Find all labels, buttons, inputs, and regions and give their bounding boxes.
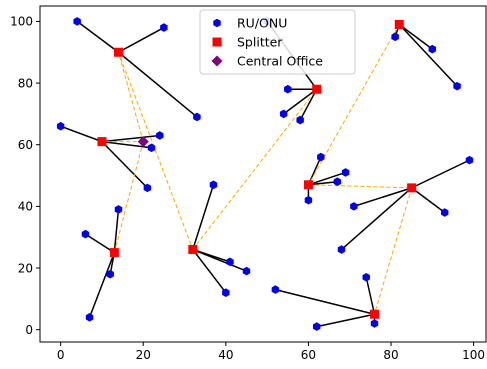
x-tick-label: 100: [462, 348, 485, 362]
onu-point: [106, 269, 114, 279]
feeder-line: [117, 52, 194, 250]
splitter-point: [113, 47, 123, 57]
drop-line: [113, 209, 120, 253]
legend-label: Central Office: [237, 54, 323, 69]
legend: RU/ONU Splitter Central Office: [199, 9, 356, 75]
drop-line: [101, 134, 160, 143]
axes-frame: [39, 5, 487, 343]
drop-line: [76, 20, 119, 53]
drop-line: [398, 23, 433, 50]
onu-point: [453, 81, 461, 91]
onu-point: [271, 285, 280, 294]
splitter-point: [97, 137, 107, 147]
splitter-point: [394, 19, 404, 29]
drop-line: [117, 51, 198, 118]
drop-line: [411, 159, 470, 189]
drop-line: [192, 249, 227, 294]
splitter-point: [188, 245, 198, 255]
onu-point: [156, 131, 164, 140]
y-tick-label: 40: [18, 200, 33, 214]
drop-line: [192, 184, 215, 250]
splitter-point: [312, 84, 322, 94]
onu-point: [193, 112, 201, 122]
drop-line: [299, 88, 318, 121]
onu-point: [81, 229, 90, 239]
onu-point: [114, 205, 123, 214]
legend-box: [199, 9, 356, 75]
y-tick-label: 80: [18, 76, 33, 90]
x-tick-label: 60: [301, 348, 316, 362]
onu-point: [312, 322, 321, 331]
axes: 0 20 40 60 80 100 0 20 40 60 80 100: [10, 5, 487, 362]
onu-point: [85, 313, 94, 322]
feeder-line: [308, 184, 412, 189]
onu-point: [391, 32, 399, 42]
legend-label: Splitter: [237, 35, 283, 50]
onu-point: [143, 183, 152, 193]
legend-central-office-marker: [211, 55, 223, 67]
drop-line: [398, 23, 458, 87]
y-tick-label: 20: [18, 261, 33, 275]
drop-line: [60, 125, 103, 143]
onu-point: [296, 115, 304, 125]
central-office-point: [137, 136, 149, 148]
splitter-point: [370, 309, 379, 319]
x-tick-label: 20: [136, 348, 151, 362]
drop-line: [85, 233, 115, 254]
x-tick-label: 80: [383, 348, 398, 362]
x-tick-label: 40: [218, 348, 233, 362]
feeder-line: [117, 52, 144, 142]
x-tick-label: 0: [57, 348, 65, 362]
onu-point: [304, 195, 313, 205]
splitter-point: [303, 180, 313, 190]
onu-point: [337, 245, 346, 254]
feeder-line: [307, 24, 400, 186]
drop-line: [283, 88, 318, 115]
drop-line: [308, 180, 338, 186]
drop-line: [192, 248, 247, 272]
drop-line: [353, 187, 412, 208]
onu-point: [242, 266, 251, 276]
drop-line: [118, 26, 165, 53]
onu-point: [226, 257, 234, 267]
onu-point: [147, 143, 156, 153]
drop-line: [88, 252, 116, 318]
plot-area: [56, 17, 474, 331]
drop-line: [101, 141, 148, 189]
y-tick-label: 100: [10, 15, 33, 29]
onu-point: [56, 121, 65, 131]
legend-label: RU/ONU: [237, 16, 287, 31]
onu-point: [73, 17, 81, 26]
drop-line: [340, 187, 413, 251]
drop-line: [275, 288, 375, 315]
y-tick-label: 60: [18, 138, 33, 152]
onu-point: [279, 109, 288, 119]
drop-line: [316, 313, 375, 328]
feeder-line: [192, 88, 318, 250]
onu-point: [209, 180, 218, 190]
onu-point: [284, 84, 292, 94]
onu-point: [333, 177, 342, 187]
legend-onu-marker: [213, 18, 221, 28]
splitter-point: [407, 183, 417, 193]
onu-point: [350, 202, 358, 211]
onu-point: [428, 44, 437, 54]
y-tick-label: 0: [25, 323, 33, 337]
drop-line: [365, 277, 376, 315]
onu-point: [222, 288, 230, 297]
onu-point: [160, 23, 168, 32]
legend-splitter-marker: [212, 37, 222, 47]
drop-line: [411, 187, 446, 214]
onu-point: [370, 319, 379, 328]
onu-point: [341, 168, 350, 177]
splitter-point: [109, 248, 119, 258]
drop-line: [308, 171, 346, 186]
onu-point: [362, 272, 370, 282]
feeder-line: [374, 187, 413, 315]
onu-point: [317, 152, 325, 162]
onu-point: [465, 155, 474, 165]
onu-point: [440, 208, 449, 217]
